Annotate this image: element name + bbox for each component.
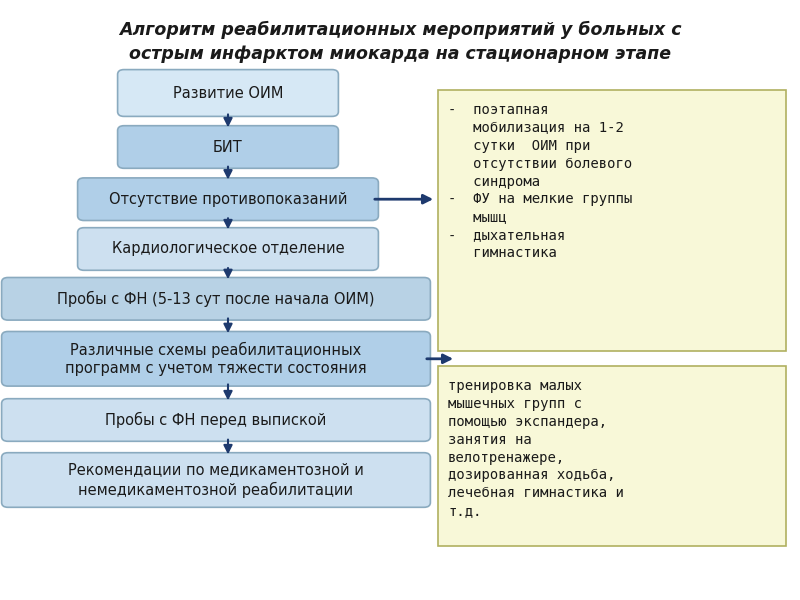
Text: Отсутствие противопоказаний: Отсутствие противопоказаний: [109, 191, 347, 206]
FancyBboxPatch shape: [2, 452, 430, 507]
Text: БИТ: БИТ: [213, 139, 243, 154]
Text: -  поэтапная
   мобилизация на 1-2
   сутки  ОИМ при
   отсутствии болевого
   с: - поэтапная мобилизация на 1-2 сутки ОИМ…: [448, 103, 632, 260]
FancyBboxPatch shape: [2, 277, 430, 320]
FancyBboxPatch shape: [438, 366, 786, 546]
Text: Алгоритм реабилитационных мероприятий у больных с
острым инфарктом миокарда на с: Алгоритм реабилитационных мероприятий у …: [118, 21, 682, 63]
FancyBboxPatch shape: [118, 125, 338, 168]
FancyBboxPatch shape: [438, 90, 786, 351]
Text: Пробы с ФН (5-13 сут после начала ОИМ): Пробы с ФН (5-13 сут после начала ОИМ): [58, 291, 374, 307]
Text: Кардиологическое отделение: Кардиологическое отделение: [112, 241, 344, 257]
FancyBboxPatch shape: [78, 178, 378, 220]
Text: тренировка малых
мышечных групп с
помощью экспандера,
занятия на
велотренажере,
: тренировка малых мышечных групп с помощь…: [448, 379, 624, 518]
FancyBboxPatch shape: [2, 398, 430, 442]
Text: Пробы с ФН перед выпиской: Пробы с ФН перед выпиской: [106, 412, 326, 428]
FancyBboxPatch shape: [118, 70, 338, 116]
FancyBboxPatch shape: [78, 227, 378, 270]
Text: Рекомендации по медикаментозной и
немедикаментозной реабилитации: Рекомендации по медикаментозной и немеди…: [68, 463, 364, 497]
Text: Различные схемы реабилитационных
программ с учетом тяжести состояния: Различные схемы реабилитационных програм…: [65, 341, 367, 376]
FancyBboxPatch shape: [2, 331, 430, 386]
Text: Развитие ОИМ: Развитие ОИМ: [173, 85, 283, 100]
